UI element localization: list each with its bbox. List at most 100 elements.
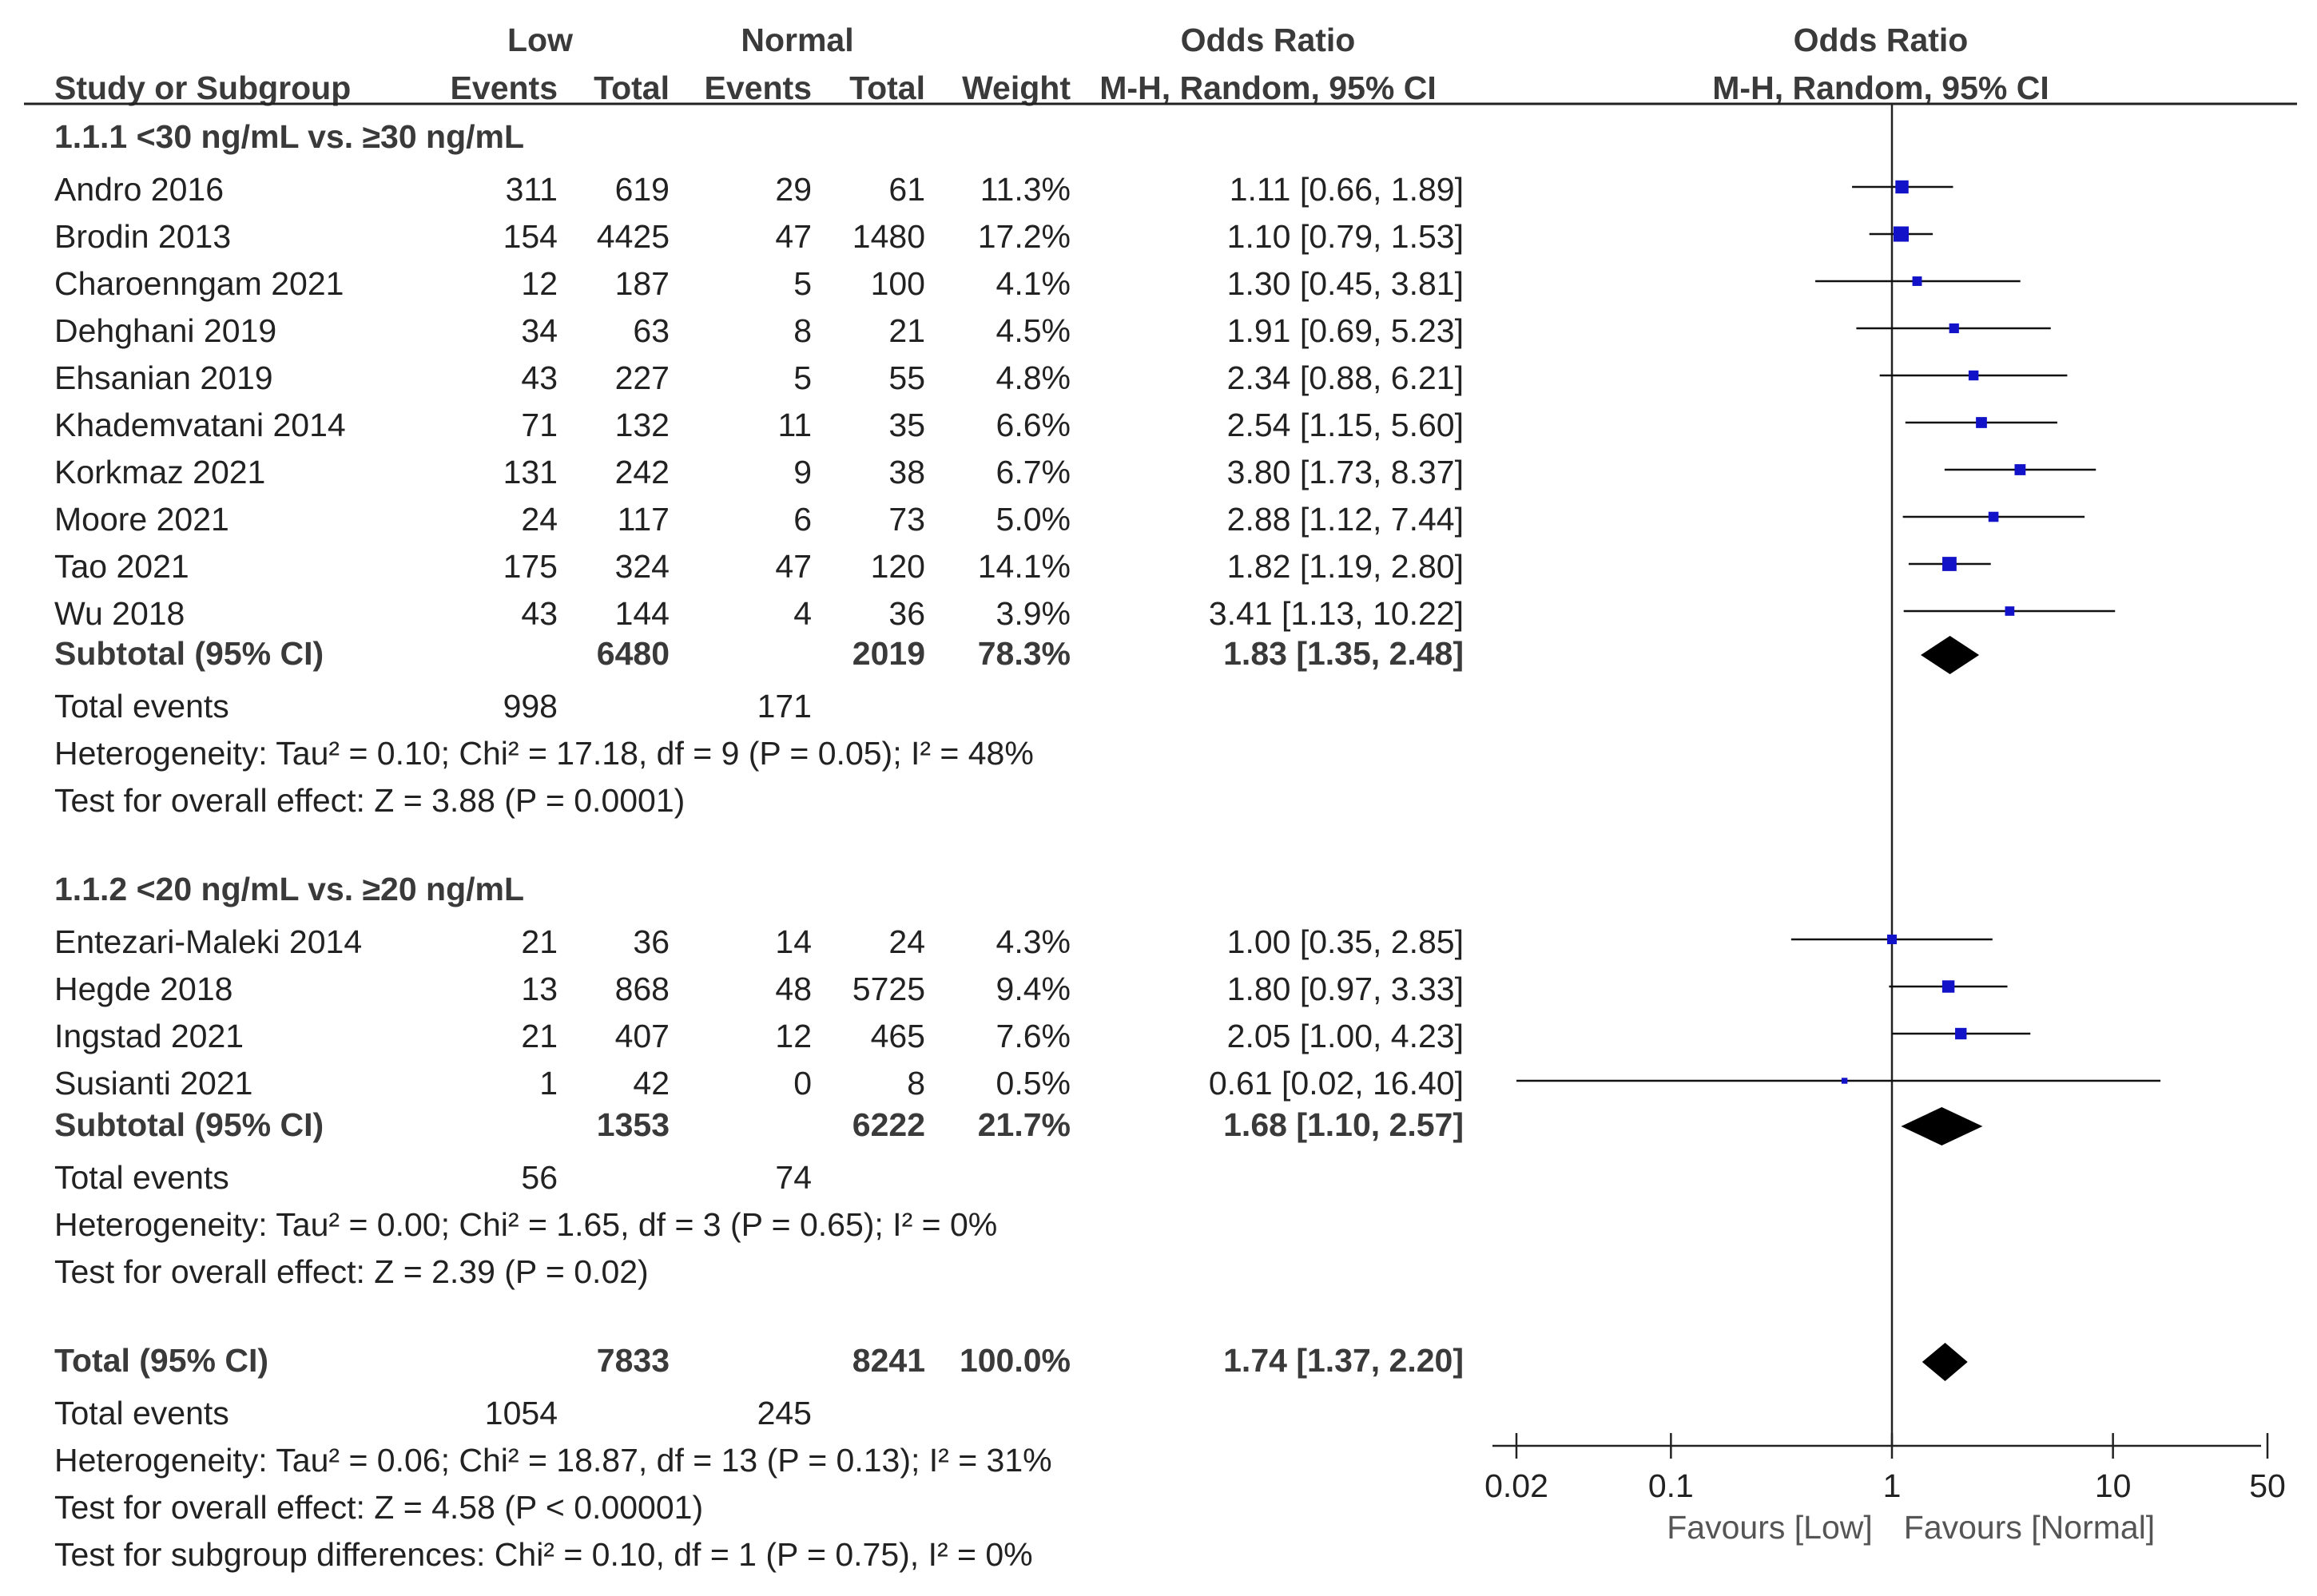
study-total-normal: 35 — [888, 407, 925, 443]
effect-square — [2014, 464, 2026, 475]
study-ci-text: 1.10 [0.79, 1.53] — [1227, 218, 1464, 255]
effect-square — [1841, 1078, 1848, 1084]
subtotal-ci-text: 1.68 [1.10, 2.57] — [1223, 1106, 1464, 1143]
study-events-normal: 47 — [775, 548, 812, 585]
total-events-low: 56 — [521, 1159, 558, 1196]
study-events-low: 154 — [503, 218, 558, 255]
study-ci-text: 1.00 [0.35, 2.85] — [1227, 923, 1464, 960]
study-total-normal: 36 — [888, 595, 925, 632]
x-axis-tick-label: 0.1 — [1648, 1467, 1694, 1504]
total-events-label: Total events — [54, 1159, 229, 1196]
study-weight: 4.1% — [996, 265, 1071, 302]
effect-square — [1886, 934, 1898, 945]
study-events-normal: 9 — [793, 454, 812, 490]
x-axis-tick-label: 10 — [2095, 1467, 2132, 1504]
heterogeneity-text: Heterogeneity: Tau² = 0.10; Chi² = 17.18… — [54, 735, 1034, 772]
effect-square — [1949, 323, 1959, 334]
effect-square — [1893, 226, 1910, 242]
study-weight: 3.9% — [996, 595, 1071, 632]
header-total-normal: Total — [849, 69, 925, 106]
study-events-normal: 8 — [793, 312, 812, 349]
study-ci-text: 2.05 [1.00, 4.23] — [1227, 1018, 1464, 1054]
study-events-normal: 29 — [775, 171, 812, 208]
study-total-normal: 61 — [888, 171, 925, 208]
study-weight: 6.7% — [996, 454, 1071, 490]
study-weight: 4.3% — [996, 923, 1071, 960]
study-weight: 5.0% — [996, 501, 1071, 538]
study-events-normal: 11 — [777, 407, 812, 443]
subtotal-diamond — [1921, 636, 1980, 674]
total-weight: 100.0% — [960, 1342, 1071, 1379]
study-name: Tao 2021 — [54, 548, 189, 585]
study-weight: 0.5% — [996, 1065, 1071, 1102]
header-group-normal: Normal — [741, 22, 853, 58]
study-weight: 7.6% — [996, 1018, 1071, 1054]
study-ci-text: 2.34 [0.88, 6.21] — [1227, 359, 1464, 396]
study-name: Moore 2021 — [54, 501, 229, 538]
study-name: Susianti 2021 — [54, 1065, 252, 1102]
study-events-normal: 6 — [793, 501, 812, 538]
subgroup-differences-text: Test for subgroup differences: Chi² = 0.… — [54, 1536, 1033, 1573]
subtotal-weight: 21.7% — [978, 1106, 1071, 1143]
header-study: Study or Subgroup — [54, 69, 351, 106]
total-events-normal: 171 — [757, 688, 812, 725]
study-total-normal: 100 — [871, 265, 925, 302]
study-name: Dehghani 2019 — [54, 312, 276, 349]
study-events-normal: 14 — [775, 923, 812, 960]
effect-square — [2005, 606, 2015, 616]
study-name: Brodin 2013 — [54, 218, 231, 255]
study-name: Wu 2018 — [54, 595, 185, 632]
header-events-low: Events — [451, 69, 558, 106]
study-total-normal: 73 — [888, 501, 925, 538]
study-ci-text: 3.80 [1.73, 8.37] — [1227, 454, 1464, 490]
total-total-normal: 8241 — [852, 1342, 925, 1379]
study-events-low: 34 — [521, 312, 558, 349]
study-weight: 14.1% — [978, 548, 1071, 585]
x-axis-tick-label: 0.02 — [1484, 1467, 1548, 1504]
header-total-low: Total — [594, 69, 670, 106]
total-overall-effect-text: Test for overall effect: Z = 4.58 (P < 0… — [54, 1489, 703, 1526]
study-weight: 6.6% — [996, 407, 1071, 443]
study-name: Andro 2016 — [54, 171, 224, 208]
study-ci-text: 1.11 [0.66, 1.89] — [1230, 171, 1464, 208]
study-events-normal: 47 — [775, 218, 812, 255]
study-total-low: 63 — [633, 312, 670, 349]
study-name: Ehsanian 2019 — [54, 359, 273, 396]
effect-square — [1968, 370, 1979, 381]
effect-square — [1988, 511, 1999, 522]
study-events-low: 43 — [521, 595, 558, 632]
x-axis-tick-label: 50 — [2249, 1467, 2286, 1504]
study-total-low: 324 — [615, 548, 670, 585]
study-name: Korkmaz 2021 — [54, 454, 265, 490]
subtotal-total-normal: 6222 — [852, 1106, 925, 1143]
study-total-low: 117 — [618, 501, 670, 538]
effect-square — [1955, 1027, 1967, 1040]
heterogeneity-text: Heterogeneity: Tau² = 0.00; Chi² = 1.65,… — [54, 1206, 997, 1243]
study-total-normal: 465 — [871, 1018, 925, 1054]
study-events-low: 21 — [521, 923, 558, 960]
effect-square — [1976, 417, 1987, 428]
study-events-low: 24 — [521, 501, 558, 538]
study-total-normal: 1480 — [852, 218, 925, 255]
header-ci-plot: M-H, Random, 95% CI — [1712, 69, 2049, 106]
study-weight: 4.5% — [996, 312, 1071, 349]
study-ci-text: 0.61 [0.02, 16.40] — [1209, 1065, 1464, 1102]
subtotal-ci-text: 1.83 [1.35, 2.48] — [1223, 635, 1464, 672]
overall-effect-text: Test for overall effect: Z = 3.88 (P = 0… — [54, 782, 685, 819]
header-odds-ratio-plot: Odds Ratio — [1794, 22, 1969, 58]
subtotal-total-normal: 2019 — [852, 635, 925, 672]
study-events-low: 1 — [539, 1065, 558, 1102]
study-total-normal: 8 — [907, 1065, 925, 1102]
favours-low-label: Favours [Low] — [1667, 1509, 1873, 1546]
total-events-normal: 245 — [757, 1395, 812, 1431]
study-total-normal: 5725 — [852, 971, 925, 1007]
study-events-normal: 5 — [793, 265, 812, 302]
total-total-low: 7833 — [597, 1342, 670, 1379]
study-total-normal: 38 — [888, 454, 925, 490]
study-weight: 17.2% — [978, 218, 1071, 255]
total-ci-text: 1.74 [1.37, 2.20] — [1223, 1342, 1464, 1379]
study-events-normal: 5 — [793, 359, 812, 396]
study-name: Entezari-Maleki 2014 — [54, 923, 362, 960]
x-axis-tick-label: 1 — [1883, 1467, 1902, 1504]
